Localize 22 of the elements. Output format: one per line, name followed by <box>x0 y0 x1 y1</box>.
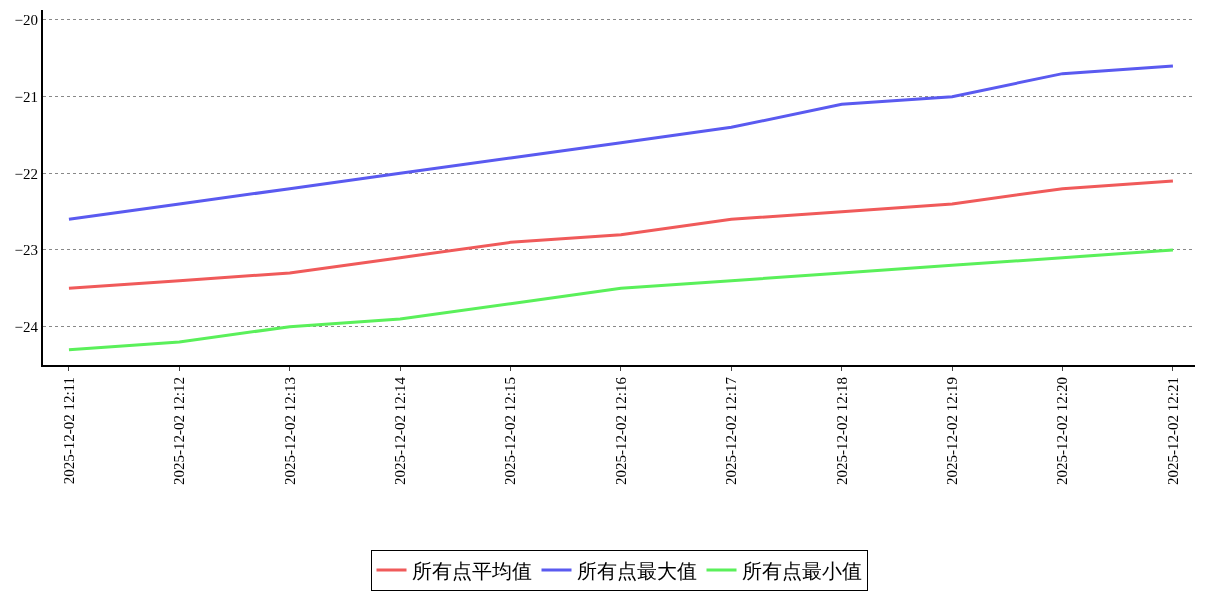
y-tick-label: −22 <box>14 165 38 182</box>
line-series <box>67 179 1175 290</box>
y-tick-label: −21 <box>14 88 38 105</box>
x-tick-label: 2025-12-02 12:12 <box>171 377 188 485</box>
x-tick-label: 2025-12-02 12:11 <box>60 377 77 485</box>
x-tick-label: 2025-12-02 12:13 <box>281 377 298 485</box>
legend-label: 所有点最小值 <box>741 559 862 582</box>
legend-label: 所有点最大值 <box>576 559 697 582</box>
x-tick-label: 2025-12-02 12:14 <box>392 376 409 485</box>
x-tick-label: 2025-12-02 12:20 <box>1054 377 1071 485</box>
x-tick-label: 2025-12-02 12:17 <box>723 376 740 485</box>
line-series <box>67 64 1175 221</box>
x-tick-label: 2025-12-02 12:19 <box>944 377 961 485</box>
legend-label: 所有点平均值 <box>411 559 532 582</box>
y-tick-label: −23 <box>14 242 38 259</box>
y-tick-label: −24 <box>14 318 39 335</box>
x-tick-label: 2025-12-02 12:21 <box>1164 377 1181 485</box>
x-tick-label: 2025-12-02 12:18 <box>833 377 850 485</box>
x-tick-label: 2025-12-02 12:15 <box>502 377 519 485</box>
x-tick-label: 2025-12-02 12:16 <box>612 376 629 485</box>
line-series <box>67 248 1175 352</box>
y-tick-label: −20 <box>14 12 38 29</box>
